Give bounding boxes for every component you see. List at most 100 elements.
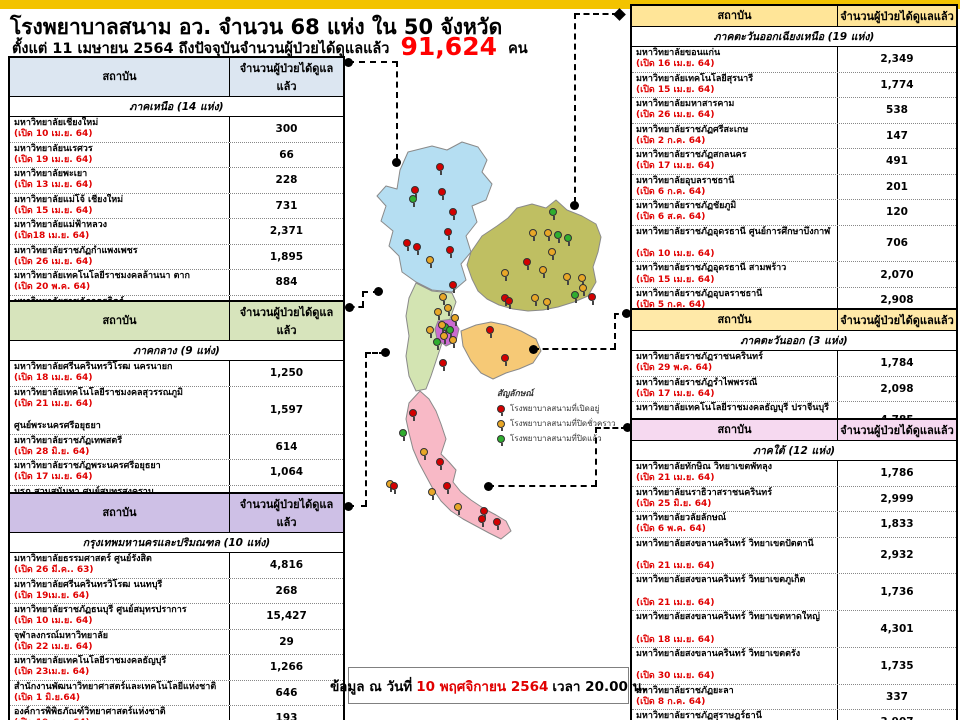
connector-line <box>349 306 364 308</box>
table-row: มหาวิทยาลัยราชภัฏสุราษฎร์ธานี (เปิด 20 เ… <box>632 710 956 720</box>
hospital-pin-open <box>449 208 457 220</box>
hospital-pin-open <box>480 507 488 519</box>
patients-value-cell: 228 <box>275 174 298 187</box>
table-south-region: สถาบัน จำนวนผู้ป่วยได้ดูแลแล้ว ภาคใต้ (12 … <box>630 418 958 720</box>
patients-value-cell: 1,786 <box>880 467 914 480</box>
hospital-pin-open <box>413 243 421 255</box>
table-row: มหาวิทยาลัยวลัยลักษณ์ (เปิด 6 พ.ค. 64) 1,… <box>632 512 956 538</box>
institution-cell: มหาวิทยาลัยเทคโนโลยีราชมงคลล้านนา ตาก (เ… <box>10 270 230 295</box>
table-row: มหาวิทยาลัยราชภัฏราชนครินทร์ (เปิด 29 พ.… <box>632 351 956 377</box>
patients-value-cell: 120 <box>886 206 908 219</box>
subtitle-prefix: ตั้งแต่ 11 เมษายน 2564 ถึงปัจจุบันจำนวนผ… <box>12 41 390 57</box>
hospital-pin-open <box>444 228 452 240</box>
connector-line <box>614 313 627 315</box>
patients-column-header: จำนวนผู้ป่วยได้ดูแลแล้ว <box>840 424 954 437</box>
connector-line <box>396 61 398 160</box>
institution-cell: มหาวิทยาลัยเทคโนโลยีราชมงคลธัญบุรี (เปิด… <box>10 655 230 680</box>
patients-value-cell: 337 <box>886 690 908 703</box>
table-header-row: สถาบัน จำนวนผู้ป่วยได้ดูแลแล้ว <box>632 6 956 27</box>
table-header-row: สถาบัน จำนวนผู้ป่วยได้ดูแลแล้ว <box>10 58 343 97</box>
region-section-label: ภาคตะวันออก (3 แห่ง) <box>632 331 956 351</box>
patients-value-cell: 300 <box>275 123 298 136</box>
legend-item-open: โรงพยาบาลสนามที่เปิดอยู่ <box>497 402 642 416</box>
patients-value-cell: 1,784 <box>880 357 914 370</box>
table-row: มหาวิทยาลัยเทคโนโลยีสุรนารี (เปิด 15 เม.… <box>632 72 956 98</box>
table-row: มหาวิทยาลัยเทคโนโลยีราชมงคลล้านนา ตาก (เ… <box>10 270 343 296</box>
hospital-pin-closed <box>399 429 407 441</box>
hospital-pin-closed <box>564 234 572 246</box>
table-row: มหาวิทยาลัยสงขลานครินทร์ วิทยาเขตภูเก็ต(… <box>632 574 956 611</box>
hospital-pin-temp <box>420 448 428 460</box>
table-row: มหาวิทยาลัยราชภัฏรำไพพรรณี (เปิด 17 เม.ย… <box>632 376 956 402</box>
institution-cell: มหาวิทยาลัยขอนแก่น (เปิด 16 เม.ย. 64) <box>632 47 838 72</box>
hospital-pin-temp <box>449 336 457 348</box>
institution-cell: มหาวิทยาลัยวลัยลักษณ์ (เปิด 6 พ.ค. 64) <box>632 512 838 537</box>
region-section-label: ภาคใต้ (12 แห่ง) <box>632 441 956 461</box>
institution-cell: มหาวิทยาลัยอุบลราชธานี (เปิด 6 ก.ค. 64) <box>632 174 838 199</box>
hospital-pin-temp <box>543 298 551 310</box>
connector-dot <box>374 287 383 296</box>
patients-value-cell: 2,371 <box>269 225 304 238</box>
institution-cell: มหาวิทยาลัยสงขลานครินทร์ วิทยาเขตตรัง (เป… <box>632 647 838 684</box>
table-header-row: สถาบัน จำนวนผู้ป่วยได้ดูแลแล้ว <box>632 310 956 331</box>
table-row: มหาวิทยาลัยมหาสารคาม (เปิด 26 เม.ย. 64) 5… <box>632 98 956 124</box>
hospital-pin-temp <box>451 314 459 326</box>
red-pin-icon <box>497 404 505 416</box>
patients-value-cell: 1,833 <box>880 518 914 531</box>
table-row: มหาวิทยาลัยราชภัฏยะลา (เปิด 8 ก.ค. 64) 33… <box>632 684 956 710</box>
hospital-pin-open <box>486 326 494 338</box>
data-as-of-note: ข้อมูล ณ วันที่ 10 พฤศจิกายน 2564 เวลา 2… <box>330 667 647 704</box>
institution-cell: มหาวิทยาลัยราชภัฏชัยภูมิ (เปิด 6 ส.ค. 64… <box>632 200 838 225</box>
table-header-row: สถาบัน จำนวนผู้ป่วยได้ดูแลแล้ว <box>632 420 956 441</box>
table-row: มหาวิทยาลัยราชภัฏชัยภูมิ (เปิด 6 ส.ค. 64… <box>632 200 956 226</box>
institution-cell: สำนักงานพัฒนาวิทยาศาสตร์และเทคโนโลยีแห่ง… <box>10 680 230 705</box>
patients-value-cell: 2,999 <box>880 492 914 505</box>
institution-cell: มหาวิทยาลัยราชภัฏศรีสะเกษ (เปิด 2 ก.ค. 6… <box>632 123 838 148</box>
institution-cell: มหาวิทยาลัยราชภัฏธนบุรี ศูนย์สมุทรปราการ… <box>10 604 230 629</box>
institution-cell: มหาวิทยาลัยราชภัฏอุบลราชธานี (เปิด 5 ก.ค… <box>632 287 838 313</box>
patients-value-cell: 15,427 <box>266 610 307 623</box>
table-row: มหาวิทยาลัยสงขลานครินทร์ วิทยาเขตหาดใหญ่… <box>632 611 956 648</box>
institution-cell: องค์การพิพิธภัณฑ์วิทยาศาสตร์แห่งชาติ (เป… <box>10 706 230 720</box>
hospital-pin-temp <box>563 273 571 285</box>
patients-value-cell: 1,597 <box>269 404 304 416</box>
hospital-pin-closed <box>571 291 579 303</box>
hospital-pin-temp <box>529 229 537 241</box>
institution-column-header: สถาบัน <box>10 494 230 532</box>
green-pin-icon <box>497 434 505 446</box>
institution-column-header: สถาบัน <box>10 58 230 96</box>
institution-cell: มหาวิทยาลัยราชภัฏรำไพพรรณี (เปิด 17 เม.ย… <box>632 376 838 401</box>
institution-cell: มหาวิทยาลัยเทคโนโลยีสุรนารี (เปิด 15 เม.… <box>632 72 838 97</box>
hospital-pin-temp <box>454 503 462 515</box>
institution-cell: มหาวิทยาลัยราชภัฏยะลา (เปิด 8 ก.ค. 64) <box>632 684 838 709</box>
connector-line <box>348 505 367 507</box>
connector-line <box>574 13 618 15</box>
patients-column-header: จำนวนผู้ป่วยได้ดูแลแล้ว <box>840 10 954 23</box>
connector-line <box>574 13 576 203</box>
patients-column-header: จำนวนผู้ป่วยได้ดูแลแล้ว <box>239 62 334 93</box>
hospital-pin-open <box>409 409 417 421</box>
institution-cell: มหาวิทยาลัยราชภัฏสุราษฎร์ธานี (เปิด 20 เ… <box>632 710 838 720</box>
yellow-pin-icon <box>497 419 505 431</box>
patients-value-cell: 66 <box>279 148 294 161</box>
institution-cell: มหาวิทยาลัยราชภัฏกำแพงเพชร (เปิด 26 เม.ย… <box>10 244 230 269</box>
connector-dot <box>570 201 579 210</box>
legend-item-closed: โรงพยาบาลสนามที่ปิดแล้ว <box>497 432 642 446</box>
hospital-pin-temp <box>444 304 452 316</box>
hospital-pin-open <box>439 359 447 371</box>
total-patients-number: 91,624 <box>400 32 497 61</box>
table-row: มหาวิทยาลัยแม่โจ้ เชียงใหม่ (เปิด 15 เม.… <box>10 193 343 219</box>
hospital-pin-temp <box>440 332 448 344</box>
patients-value-cell: 193 <box>275 712 298 720</box>
institution-cell: มหาวิทยาลัยศรีนครินทรวิโรฒ นนทบุรี (เปิด… <box>10 578 230 603</box>
patients-value-cell: 147 <box>886 129 908 142</box>
connector-dot <box>381 348 390 357</box>
patients-value-cell: 646 <box>275 686 298 699</box>
patients-value-cell: 1,895 <box>269 250 304 263</box>
table-row: มหาวิทยาลัยราชภัฏเทพสตรี (เปิด 28 มิ.ย. … <box>10 434 343 460</box>
institution-cell: มหาวิทยาลัยพะเยา (เปิด 13 เม.ย. 64) <box>10 168 230 193</box>
hospital-pin-open <box>588 293 596 305</box>
institution-cell: มหาวิทยาลัยนเรศวร (เปิด 19 เม.ย. 64) <box>10 142 230 167</box>
table-row: มหาวิทยาลัยสงขลานครินทร์ วิทยาเขตตรัง (เป… <box>632 647 956 685</box>
connector-line <box>595 427 627 429</box>
